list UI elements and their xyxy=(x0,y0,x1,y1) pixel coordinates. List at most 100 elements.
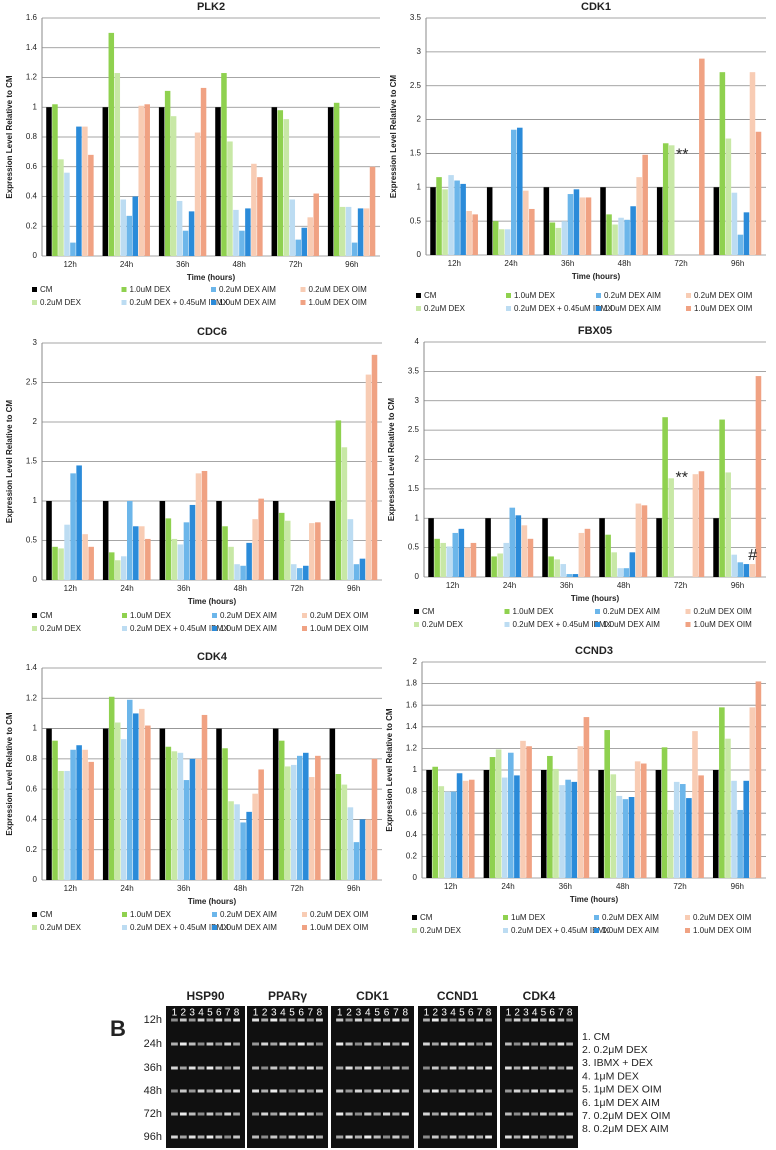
row-label: 24h xyxy=(144,1038,162,1050)
gel-band xyxy=(279,1089,287,1093)
bar xyxy=(200,87,207,256)
y-tick-label: 2 xyxy=(413,657,418,666)
bar xyxy=(436,177,442,255)
y-tick-label: 1 xyxy=(33,724,38,733)
gel-band xyxy=(197,1089,205,1093)
y-tick-label: 2.5 xyxy=(410,81,422,90)
bar xyxy=(114,722,121,880)
gel-band xyxy=(540,1042,547,1046)
y-tick-label: 2 xyxy=(33,417,38,426)
chart-title: FBX05 xyxy=(578,325,612,337)
x-tick-label: 48h xyxy=(234,584,247,593)
bar xyxy=(102,107,109,256)
bar xyxy=(271,107,278,256)
x-tick-label: 12h xyxy=(63,260,76,269)
gel-band xyxy=(485,1112,492,1116)
gel-band xyxy=(449,1112,457,1116)
gel-band xyxy=(345,1042,353,1046)
bar xyxy=(725,738,731,878)
bar xyxy=(606,214,612,255)
bar xyxy=(347,807,354,880)
lane-number: 3 xyxy=(271,1008,277,1019)
gel-band xyxy=(233,1089,240,1093)
y-tick-label: 0.2 xyxy=(26,845,38,854)
bar xyxy=(577,746,584,878)
x-tick-label: 96h xyxy=(731,581,744,590)
bar xyxy=(725,138,732,255)
y-tick-label: 0.6 xyxy=(26,162,38,171)
gel-band xyxy=(566,1089,573,1093)
bar xyxy=(353,564,360,580)
gel-band xyxy=(513,1135,521,1139)
bar xyxy=(462,780,469,878)
legend-swatch xyxy=(685,609,691,614)
x-tick-label: 12h xyxy=(64,884,77,893)
gel-band xyxy=(423,1018,430,1022)
y-tick-label: 0 xyxy=(33,251,38,260)
bar xyxy=(583,717,590,878)
gel-band xyxy=(513,1089,521,1093)
gel-band xyxy=(233,1042,240,1046)
gel-band xyxy=(297,1018,305,1022)
gel-band xyxy=(392,1135,400,1139)
bar xyxy=(554,559,560,577)
bar xyxy=(549,222,556,255)
gel-band xyxy=(401,1089,409,1093)
x-axis-label: Time (hours) xyxy=(188,897,237,906)
gel-band xyxy=(188,1018,196,1022)
gel-band xyxy=(485,1089,492,1093)
x-tick-label: 72h xyxy=(290,584,303,593)
legend-swatch xyxy=(32,626,37,631)
bar xyxy=(102,728,109,880)
bar xyxy=(82,749,88,880)
gel-band xyxy=(188,1089,196,1093)
y-axis-label: Expression Level Relative to CM xyxy=(387,398,396,521)
bar xyxy=(555,227,562,255)
bar xyxy=(668,478,674,577)
bar xyxy=(517,127,523,255)
legend-label: 0.2uM DEX OIM xyxy=(693,913,752,922)
legend-swatch xyxy=(212,626,217,631)
row-label: 12h xyxy=(144,1014,162,1026)
gel-band xyxy=(440,1112,448,1116)
legend-label: CM xyxy=(40,910,53,919)
legend-swatch xyxy=(122,925,127,930)
gel-box xyxy=(500,1006,578,1148)
bar xyxy=(252,519,258,580)
bar xyxy=(442,189,448,255)
legend-label: 0.2uM DEX xyxy=(40,298,82,307)
gel-band xyxy=(383,1018,391,1022)
bar xyxy=(138,105,144,256)
legend-swatch xyxy=(412,915,417,920)
legend-label: CM xyxy=(40,285,53,294)
bar xyxy=(600,187,606,255)
bar xyxy=(497,553,503,577)
bar xyxy=(468,779,475,878)
gel-band xyxy=(458,1018,466,1022)
gel-band xyxy=(566,1135,573,1139)
y-tick-label: 2 xyxy=(415,455,420,464)
legend-swatch xyxy=(302,613,307,618)
bar xyxy=(171,538,178,580)
y-tick-label: 0.4 xyxy=(26,192,38,201)
x-tick-label: 48h xyxy=(617,581,630,590)
lane-number: 1 xyxy=(253,1008,259,1019)
bar xyxy=(369,166,376,256)
gel-band xyxy=(431,1018,439,1022)
legend-swatch xyxy=(211,300,216,305)
legend-label: CM xyxy=(40,611,53,620)
legend-label: 0.2uM DEX AIM xyxy=(603,607,660,616)
bar xyxy=(221,73,227,256)
gel-band xyxy=(383,1066,391,1070)
lane-number: 5 xyxy=(459,1008,465,1019)
legend-label: 1.0uM DEX xyxy=(130,285,172,294)
y-tick-label: 1.4 xyxy=(26,43,38,52)
legend-swatch xyxy=(32,613,37,618)
lane-number: 5 xyxy=(374,1008,380,1019)
bar xyxy=(365,819,372,880)
gel-band xyxy=(206,1066,214,1070)
bar xyxy=(749,72,756,256)
x-tick-label: 72h xyxy=(674,259,687,268)
bar xyxy=(290,764,297,880)
bar xyxy=(629,552,636,577)
